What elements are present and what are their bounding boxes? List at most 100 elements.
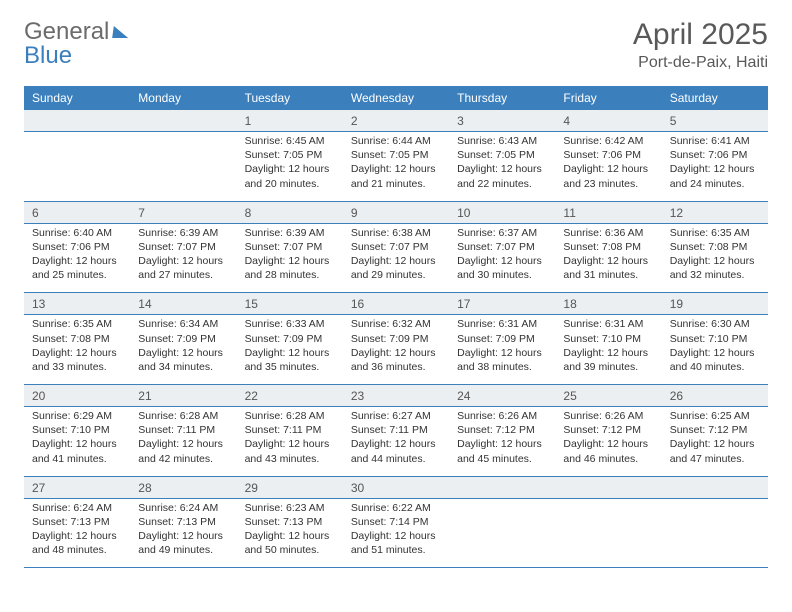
- day-content-cell: Sunrise: 6:35 AMSunset: 7:08 PMDaylight:…: [662, 223, 768, 293]
- day-sunset: Sunset: 7:09 PM: [457, 332, 547, 346]
- day-d2: and 33 minutes.: [32, 360, 122, 374]
- day-sunrise: Sunrise: 6:38 AM: [351, 226, 441, 240]
- day-number-cell: 19: [662, 293, 768, 315]
- day-d2: and 27 minutes.: [138, 268, 228, 282]
- day-number-cell: 18: [555, 293, 661, 315]
- day-number-cell: 11: [555, 201, 661, 223]
- day-number-cell: 2: [343, 110, 449, 132]
- brand-part2: Blue: [24, 42, 72, 70]
- day-d1: Daylight: 12 hours: [245, 346, 335, 360]
- day-number-cell: [130, 110, 236, 132]
- day-content-cell: Sunrise: 6:41 AMSunset: 7:06 PMDaylight:…: [662, 132, 768, 202]
- day-number-cell: 1: [237, 110, 343, 132]
- day-d1: Daylight: 12 hours: [563, 437, 653, 451]
- weekday-header: Saturday: [662, 86, 768, 110]
- day-d2: and 48 minutes.: [32, 543, 122, 557]
- page-title-location: Port-de-Paix, Haiti: [633, 54, 768, 72]
- day-d2: and 49 minutes.: [138, 543, 228, 557]
- day-number-cell: 28: [130, 476, 236, 498]
- day-sunset: Sunset: 7:12 PM: [670, 423, 760, 437]
- day-number-row: 20212223242526: [24, 385, 768, 407]
- day-d2: and 50 minutes.: [245, 543, 335, 557]
- day-number-cell: 16: [343, 293, 449, 315]
- day-content-cell: [24, 132, 130, 202]
- day-d1: Daylight: 12 hours: [32, 437, 122, 451]
- day-number-cell: 25: [555, 385, 661, 407]
- day-d2: and 20 minutes.: [245, 177, 335, 191]
- weekday-header: Wednesday: [343, 86, 449, 110]
- day-d1: Daylight: 12 hours: [138, 437, 228, 451]
- day-d1: Daylight: 12 hours: [457, 162, 547, 176]
- day-d2: and 44 minutes.: [351, 452, 441, 466]
- title-block: April 2025 Port-de-Paix, Haiti: [633, 18, 768, 72]
- day-content-cell: [130, 132, 236, 202]
- day-content-cell: Sunrise: 6:25 AMSunset: 7:12 PMDaylight:…: [662, 407, 768, 477]
- day-sunset: Sunset: 7:08 PM: [563, 240, 653, 254]
- day-d2: and 45 minutes.: [457, 452, 547, 466]
- day-sunrise: Sunrise: 6:44 AM: [351, 134, 441, 148]
- day-content-cell: Sunrise: 6:44 AMSunset: 7:05 PMDaylight:…: [343, 132, 449, 202]
- day-content-row: Sunrise: 6:45 AMSunset: 7:05 PMDaylight:…: [24, 132, 768, 202]
- day-d1: Daylight: 12 hours: [245, 254, 335, 268]
- day-sunset: Sunset: 7:10 PM: [563, 332, 653, 346]
- day-content-cell: [449, 498, 555, 568]
- calendar-body: 12345Sunrise: 6:45 AMSunset: 7:05 PMDayl…: [24, 110, 768, 568]
- day-d2: and 31 minutes.: [563, 268, 653, 282]
- day-sunset: Sunset: 7:10 PM: [32, 423, 122, 437]
- calendar-table: Sunday Monday Tuesday Wednesday Thursday…: [24, 86, 768, 568]
- day-content-cell: Sunrise: 6:29 AMSunset: 7:10 PMDaylight:…: [24, 407, 130, 477]
- day-d1: Daylight: 12 hours: [563, 254, 653, 268]
- day-sunrise: Sunrise: 6:37 AM: [457, 226, 547, 240]
- day-number-cell: 26: [662, 385, 768, 407]
- day-number-cell: 14: [130, 293, 236, 315]
- day-d2: and 25 minutes.: [32, 268, 122, 282]
- day-number-cell: 10: [449, 201, 555, 223]
- day-number-cell: 15: [237, 293, 343, 315]
- day-d1: Daylight: 12 hours: [351, 437, 441, 451]
- day-d1: Daylight: 12 hours: [32, 529, 122, 543]
- day-content-cell: Sunrise: 6:31 AMSunset: 7:09 PMDaylight:…: [449, 315, 555, 385]
- day-content-cell: Sunrise: 6:45 AMSunset: 7:05 PMDaylight:…: [237, 132, 343, 202]
- day-content-cell: Sunrise: 6:32 AMSunset: 7:09 PMDaylight:…: [343, 315, 449, 385]
- day-content-cell: Sunrise: 6:22 AMSunset: 7:14 PMDaylight:…: [343, 498, 449, 568]
- day-d2: and 51 minutes.: [351, 543, 441, 557]
- day-sunset: Sunset: 7:13 PM: [245, 515, 335, 529]
- day-sunrise: Sunrise: 6:35 AM: [670, 226, 760, 240]
- day-content-cell: Sunrise: 6:26 AMSunset: 7:12 PMDaylight:…: [555, 407, 661, 477]
- day-number-cell: 29: [237, 476, 343, 498]
- day-sunset: Sunset: 7:07 PM: [351, 240, 441, 254]
- day-content-cell: Sunrise: 6:43 AMSunset: 7:05 PMDaylight:…: [449, 132, 555, 202]
- day-d1: Daylight: 12 hours: [563, 162, 653, 176]
- day-d2: and 46 minutes.: [563, 452, 653, 466]
- day-content-cell: Sunrise: 6:28 AMSunset: 7:11 PMDaylight:…: [130, 407, 236, 477]
- day-sunset: Sunset: 7:05 PM: [457, 148, 547, 162]
- day-sunrise: Sunrise: 6:28 AM: [245, 409, 335, 423]
- day-sunrise: Sunrise: 6:41 AM: [670, 134, 760, 148]
- day-content-cell: Sunrise: 6:23 AMSunset: 7:13 PMDaylight:…: [237, 498, 343, 568]
- day-d2: and 29 minutes.: [351, 268, 441, 282]
- day-number-cell: [449, 476, 555, 498]
- day-d2: and 32 minutes.: [670, 268, 760, 282]
- day-d1: Daylight: 12 hours: [32, 346, 122, 360]
- day-number-cell: [662, 476, 768, 498]
- day-content-cell: Sunrise: 6:24 AMSunset: 7:13 PMDaylight:…: [130, 498, 236, 568]
- day-number-cell: 12: [662, 201, 768, 223]
- day-content-cell: [662, 498, 768, 568]
- day-number-cell: 20: [24, 385, 130, 407]
- day-number-cell: 24: [449, 385, 555, 407]
- day-d2: and 38 minutes.: [457, 360, 547, 374]
- day-content-cell: Sunrise: 6:28 AMSunset: 7:11 PMDaylight:…: [237, 407, 343, 477]
- day-sunrise: Sunrise: 6:26 AM: [563, 409, 653, 423]
- day-d1: Daylight: 12 hours: [351, 346, 441, 360]
- day-sunrise: Sunrise: 6:36 AM: [563, 226, 653, 240]
- day-sunset: Sunset: 7:12 PM: [563, 423, 653, 437]
- day-number-cell: 22: [237, 385, 343, 407]
- day-d1: Daylight: 12 hours: [138, 254, 228, 268]
- page-title-month: April 2025: [633, 18, 768, 52]
- day-content-row: Sunrise: 6:35 AMSunset: 7:08 PMDaylight:…: [24, 315, 768, 385]
- day-number-cell: 13: [24, 293, 130, 315]
- day-sunrise: Sunrise: 6:43 AM: [457, 134, 547, 148]
- day-d1: Daylight: 12 hours: [670, 254, 760, 268]
- day-content-cell: Sunrise: 6:40 AMSunset: 7:06 PMDaylight:…: [24, 223, 130, 293]
- day-d1: Daylight: 12 hours: [138, 346, 228, 360]
